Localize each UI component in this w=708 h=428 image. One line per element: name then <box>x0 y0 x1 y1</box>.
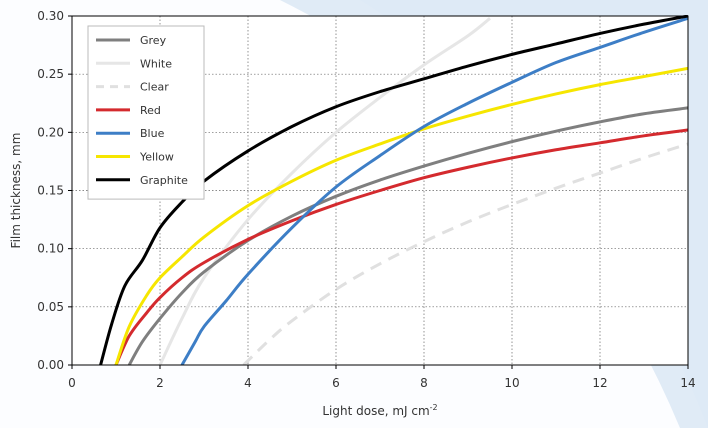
x-tick-label: 12 <box>592 376 607 390</box>
axes: 0 2 4 6 8 10 12 14 0.00 0.05 0.10 0.15 0.20 0.25 0.30 <box>37 9 695 390</box>
series-line-white <box>158 17 491 365</box>
legend-label-red: Red <box>140 104 161 117</box>
series-line-clear <box>242 142 688 365</box>
series-line-grey <box>127 106 688 365</box>
legend-box <box>87 25 205 200</box>
legend-label-clear: Clear <box>140 81 169 94</box>
y-tick-label: 0.15 <box>37 184 64 198</box>
series-line-blue <box>180 16 688 365</box>
y-tick-label: 0.20 <box>37 125 64 139</box>
y-tick-label: 0.05 <box>37 300 64 314</box>
legend: Grey White Clear Red Blue Yellow Graphite <box>87 25 205 200</box>
legend-label-blue: Blue <box>140 127 165 140</box>
y-tick-label: 0.00 <box>37 358 64 372</box>
y-tick-label: 0.10 <box>37 242 64 256</box>
x-tick-label: 14 <box>680 376 695 390</box>
legend-label-graphite: Graphite <box>140 174 188 187</box>
series-line-graphite <box>99 15 688 365</box>
legend-label-yellow: Yellow <box>139 151 174 164</box>
x-tick-label: 2 <box>156 376 164 390</box>
series-line-yellow <box>114 66 688 365</box>
x-tick-label: 10 <box>504 376 519 390</box>
y-axis-title: Film thickness, mm <box>9 133 23 249</box>
y-tick-label: 0.30 <box>37 9 64 23</box>
x-tick-label: 8 <box>420 376 428 390</box>
x-tick-label: 4 <box>244 376 252 390</box>
series-line-red <box>114 128 688 365</box>
x-tick-label: 6 <box>332 376 340 390</box>
x-tick-label: 0 <box>68 376 76 390</box>
legend-label-white: White <box>140 57 172 70</box>
x-axis-title-superscript: -2 <box>430 403 438 412</box>
legend-label-grey: Grey <box>140 34 167 47</box>
y-tick-label: 0.25 <box>37 67 64 81</box>
series-group <box>99 15 688 365</box>
x-axis-title-text: Light dose, mJ cm <box>322 404 429 418</box>
x-axis-title: Light dose, mJ cm-2 <box>322 403 437 418</box>
